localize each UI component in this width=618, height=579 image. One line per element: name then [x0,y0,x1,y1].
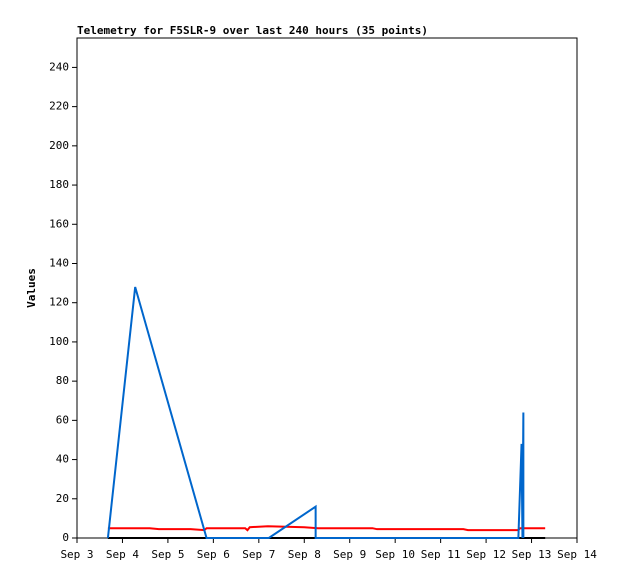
y-tick-label: 120 [49,296,69,309]
y-tick-label: 40 [56,453,69,466]
x-tick-label: Sep 7 [242,548,275,561]
plot-frame [76,37,578,539]
x-tick-label: Sep 10 [375,548,415,561]
y-tick-label: 220 [49,100,69,113]
y-tick-label: 20 [56,492,69,505]
x-tick-label: Sep 11 [421,548,461,561]
y-tick-label: 180 [49,178,69,191]
y-axis-label: Values [25,268,38,308]
series-line [107,525,546,532]
x-tick-label: Sep 4 [106,548,139,561]
y-tick-label: 60 [56,413,69,426]
x-tick-label: Sep 14 [557,548,597,561]
chart-title: Telemetry for F5SLR-9 over last 240 hour… [77,24,428,37]
x-tick-label: Sep 12 [466,548,506,561]
y-tick-label: 80 [56,374,69,387]
x-tick-label: Sep 9 [333,548,366,561]
y-tick-label: 100 [49,335,69,348]
y-tick-label: 160 [49,217,69,230]
y-tick-label: 240 [49,60,69,73]
y-tick-label: 140 [49,256,69,269]
x-tick-label: Sep 8 [288,548,321,561]
y-tick-label: 200 [49,139,69,152]
x-tick-label: Sep 13 [512,548,552,561]
x-tick-label: Sep 6 [197,548,230,561]
x-tick-label: Sep 5 [151,548,184,561]
x-tick-label: Sep 3 [60,548,93,561]
series-line [106,286,525,539]
y-tick-label: 0 [62,531,69,544]
